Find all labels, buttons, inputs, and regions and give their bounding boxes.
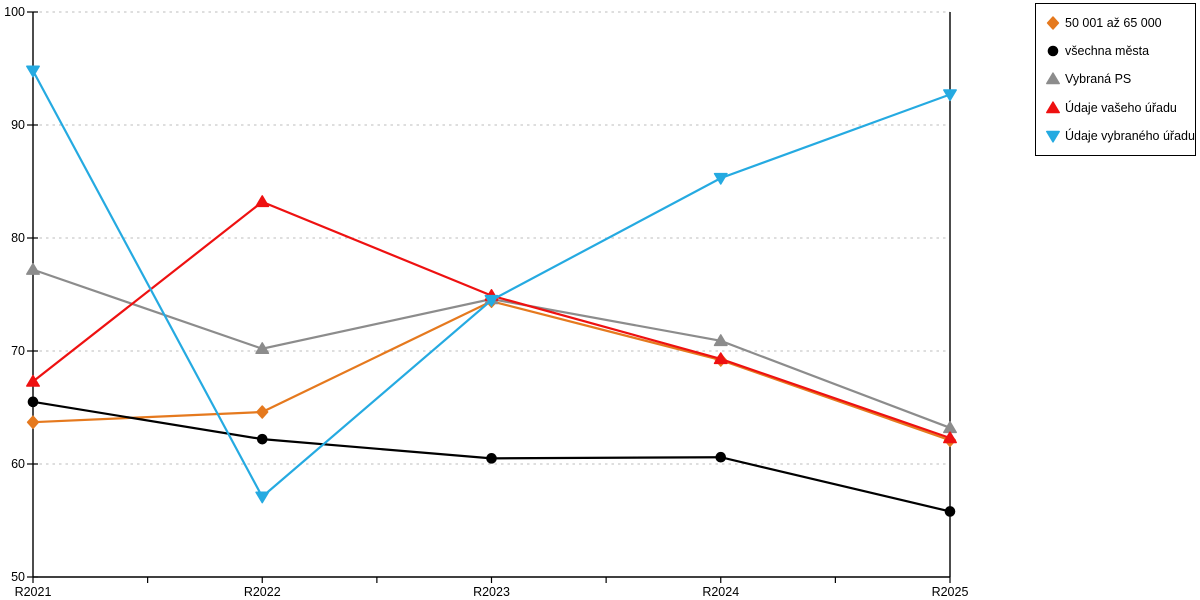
legend-label: všechna města bbox=[1065, 44, 1150, 59]
data-point-marker bbox=[26, 65, 40, 78]
y-axis-label: 100 bbox=[4, 5, 25, 19]
x-axis-label: R2025 bbox=[932, 585, 969, 599]
triangle-down-icon bbox=[1046, 130, 1060, 143]
data-point-marker bbox=[1047, 45, 1059, 57]
y-axis-label: 60 bbox=[11, 457, 25, 471]
data-point-marker bbox=[943, 89, 957, 102]
diamond-icon bbox=[1046, 16, 1060, 30]
data-point-marker bbox=[27, 396, 39, 408]
x-axis-label: R2023 bbox=[473, 585, 510, 599]
data-point-marker bbox=[1046, 130, 1060, 143]
y-axis-label: 90 bbox=[11, 118, 25, 132]
data-point-marker bbox=[713, 172, 728, 185]
legend-label: Údaje vašeho úřadu bbox=[1065, 100, 1177, 115]
legend-triangle-up-icon bbox=[1046, 101, 1060, 115]
chart-legend: 50 001 až 65 000 všechna města Vybraná P… bbox=[1035, 3, 1196, 156]
data-point-marker bbox=[26, 374, 40, 387]
legend-item: všechna města bbox=[1046, 44, 1193, 58]
legend-item: Vybraná PS bbox=[1046, 72, 1193, 86]
series-line bbox=[32, 300, 951, 442]
data-point-marker bbox=[943, 431, 957, 444]
triangle-up-icon bbox=[1046, 72, 1060, 85]
data-point-marker bbox=[26, 262, 40, 275]
data-point-marker bbox=[255, 491, 270, 504]
legend-label: Vybraná PS bbox=[1065, 72, 1132, 87]
data-point-marker bbox=[1046, 101, 1060, 113]
data-point-marker bbox=[944, 506, 956, 517]
circle-icon bbox=[1047, 45, 1059, 57]
x-axis-label: R2024 bbox=[702, 585, 739, 599]
data-point-marker bbox=[713, 334, 728, 347]
data-point-marker bbox=[713, 352, 728, 365]
legend-triangle-up-icon bbox=[1046, 72, 1060, 86]
x-axis-label: R2022 bbox=[244, 585, 281, 599]
data-point-marker bbox=[255, 342, 270, 354]
legend-item: 50 001 až 65 000 bbox=[1046, 16, 1193, 30]
data-point-marker bbox=[26, 415, 40, 429]
x-axis-label: R2021 bbox=[15, 585, 52, 599]
legend-label: Údaje vybraného úřadu bbox=[1065, 128, 1195, 143]
data-point-marker bbox=[1046, 72, 1060, 85]
legend-diamond-icon bbox=[1046, 16, 1060, 30]
series-line bbox=[32, 200, 951, 440]
data-point-marker bbox=[484, 294, 499, 307]
legend-label: 50 001 až 65 000 bbox=[1065, 16, 1162, 31]
legend-triangle-down-icon bbox=[1046, 129, 1060, 143]
data-point-marker bbox=[255, 195, 270, 208]
data-point-marker bbox=[715, 451, 727, 463]
legend-circle-icon bbox=[1046, 44, 1060, 58]
data-point-marker bbox=[486, 453, 497, 464]
y-axis-label: 80 bbox=[11, 231, 25, 245]
data-point-marker bbox=[256, 433, 268, 445]
y-axis-label: 70 bbox=[11, 344, 25, 358]
legend-item: Údaje vybraného úřadu bbox=[1046, 128, 1195, 143]
data-point-marker bbox=[1046, 16, 1060, 30]
series-line bbox=[32, 70, 951, 499]
legend-item: Údaje vašeho úřadu bbox=[1046, 101, 1193, 115]
data-point-marker bbox=[256, 405, 269, 419]
triangle-up-icon bbox=[1046, 101, 1060, 113]
y-axis-label: 50 bbox=[11, 570, 25, 584]
